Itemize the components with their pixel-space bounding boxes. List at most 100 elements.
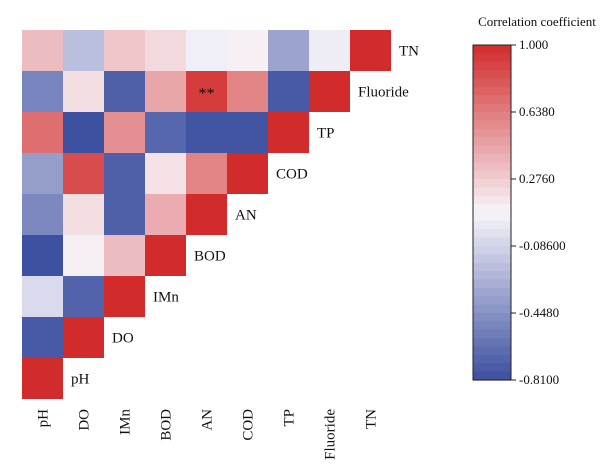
colorbar-segment [473,179,511,188]
column-label-TN: TN [364,409,380,429]
heatmap-cell-pH-TP [22,112,63,153]
heatmap-cell-BOD-COD [145,153,186,194]
colorbar-segment [473,220,511,230]
heatmap-cell-AN-COD [186,153,227,194]
colorbar-segment [473,45,511,54]
colorbar: Correlation coefficient 1.000 0.6380 0.276… [472,14,596,387]
row-label-pH: pH [71,372,90,388]
colorbar-segment [473,229,511,239]
heatmap-cell-TN-TN [350,30,391,71]
cell-annotations: ** [199,86,215,103]
column-label-BOD: BOD [159,409,175,441]
heatmap-cell-COD-COD [227,153,268,194]
row-label-TN: TN [399,44,419,60]
heatmap-cell-DO-Fluoride [63,71,104,112]
row-label-Fluoride: Fluoride [358,85,409,101]
heatmap-cell-COD-TN [227,30,268,71]
colorbar-segment [473,86,511,96]
colorbar-tick-label: 0.6380 [519,104,555,119]
heatmap-cell-BOD-Fluoride [145,71,186,112]
heatmap-cell-BOD-BOD [145,235,186,276]
colorbar-segment [473,195,511,205]
colorbar-segment [473,162,511,172]
colorbar-segment [473,112,511,121]
colorbar-segment [473,95,511,105]
heatmap-cell-TP-Fluoride [268,71,309,112]
colorbar-segment [473,371,511,381]
heatmap-cell-IMn-COD [104,153,145,194]
significance-marker: ** [199,86,215,103]
colorbar-segment [473,204,511,214]
heatmap-cell-COD-Fluoride [227,71,268,112]
heatmap-cell-DO-IMn [63,276,104,317]
column-label-Fluoride: Fluoride [323,409,339,460]
column-label-DO: DO [77,409,93,431]
heatmap-cell-pH-pH [22,358,63,399]
colorbar-segment [473,279,511,289]
heatmap-cell-DO-TN [63,30,104,71]
heatmap-cell-BOD-TP [145,112,186,153]
colorbar-tick-label: -0.8100 [519,372,559,387]
colorbar-segment [473,321,511,331]
heatmap-cell-DO-TP [63,112,104,153]
colorbar-segment [473,313,511,322]
column-label-TP: TP [282,409,298,427]
row-label-AN: AN [235,208,257,224]
colorbar-segment [473,61,511,71]
colorbar-segment [473,287,511,297]
heatmap-cell-COD-TP [227,112,268,153]
colorbar-frame [472,44,512,381]
heatmap-cells [22,30,391,399]
heatmap-cell-IMn-Fluoride [104,71,145,112]
colorbar-segment [473,254,511,264]
column-label-pH: pH [36,409,52,428]
row-label-IMn: IMn [153,290,179,306]
row-label-TP: TP [317,126,335,142]
heatmap-cell-TP-TP [268,112,309,153]
heatmap-cell-DO-COD [63,153,104,194]
colorbar-segment [473,78,511,88]
colorbar-segment [473,262,511,272]
colorbar-segment [473,145,511,155]
heatmap-cell-DO-DO [63,317,104,358]
heatmap-cell-BOD-TN [145,30,186,71]
row-label-COD: COD [276,167,308,183]
colorbar-segment [473,137,511,147]
heatmap-cell-IMn-TP [104,112,145,153]
row-labels: pH DO IMn BOD AN COD TP Fluoride TN [71,44,419,388]
colorbar-segment [473,153,511,163]
heatmap-cell-pH-TN [22,30,63,71]
heatmap-cell-pH-Fluoride [22,71,63,112]
colorbar-segment [473,103,511,113]
column-label-IMn: IMn [118,409,134,435]
heatmap-cell-IMn-TN [104,30,145,71]
colorbar-segment [473,304,511,314]
heatmap-cell-Fluoride-Fluoride [309,71,350,112]
column-labels: pH DO IMn BOD AN COD TP Fluoride TN [36,409,380,460]
heatmap-cell-Fluoride-TN [309,30,350,71]
column-label-COD: COD [241,409,257,441]
column-label-AN: AN [200,409,216,431]
colorbar-segment [473,346,511,356]
colorbar-title: Correlation coefficient [478,14,596,29]
colorbar-segment [473,70,511,80]
heatmap-cell-pH-COD [22,153,63,194]
colorbar-segment [473,170,511,180]
colorbar-segment [473,212,511,222]
row-label-BOD: BOD [194,249,226,265]
colorbar-segment [473,296,511,306]
heatmap-cell-IMn-BOD [104,235,145,276]
colorbar-segment [473,363,511,373]
heatmap-cell-pH-BOD [22,235,63,276]
colorbar-tick-label: -0.08600 [519,238,566,253]
colorbar-segment [473,271,511,281]
colorbar-tick-label: -0.4480 [519,305,559,320]
colorbar-segment [473,120,511,130]
colorbar-tick-label: 0.2760 [519,171,555,186]
heatmap-cell-BOD-AN [145,194,186,235]
colorbar-segment [473,338,511,348]
colorbar-segment [473,187,511,197]
heatmap-cell-DO-BOD [63,235,104,276]
heatmap-cell-AN-Fluoride [186,71,227,112]
